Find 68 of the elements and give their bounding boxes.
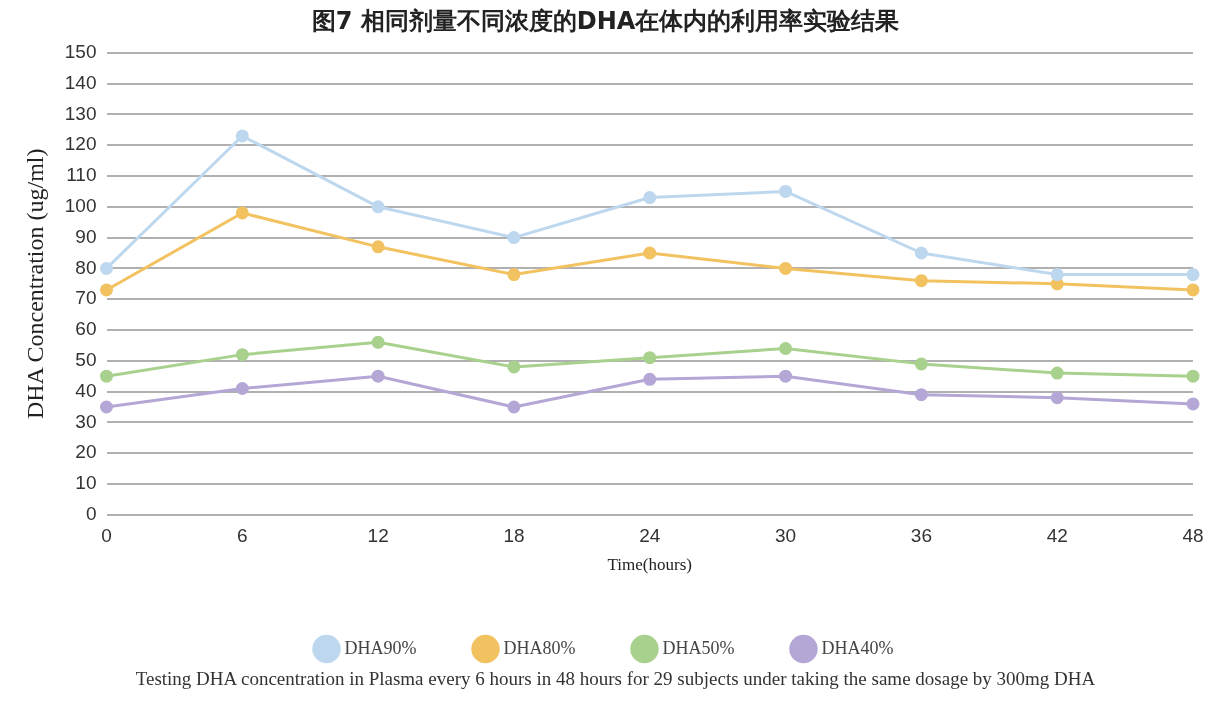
point [914,274,928,288]
point [507,231,521,245]
x-tick-label: 30 [774,525,797,547]
point [507,400,521,414]
y-tick-label: 100 [64,195,97,217]
point [779,184,793,198]
y-tick-label: 60 [75,318,97,340]
point [1186,268,1200,282]
y-tick-label: 0 [85,503,97,525]
point [914,357,928,371]
x-tick-label: 12 [367,525,389,547]
point [1186,283,1200,297]
point [1050,391,1064,405]
x-tick-label: 36 [910,525,932,547]
point [914,388,928,402]
point [643,246,657,260]
point [371,200,385,214]
point [1186,397,1200,411]
y-tick-label: 150 [64,41,97,63]
point [1186,369,1200,383]
y-tick-label: 40 [75,379,97,401]
y-tick-label: 140 [64,71,97,93]
point [779,261,793,275]
y-tick-label: 90 [75,225,97,247]
y-axis-title: DHA Concentration (ug/ml) [21,148,48,420]
x-tick-label: 42 [1046,525,1068,547]
point [1050,268,1064,282]
point [371,240,385,254]
point [100,283,113,297]
text: Testing DHA concentration in Plasma every 6 hours in 48 hours for 29 subjects under taking the same dosage by 300mg DHA [134,668,1097,690]
point [643,372,657,386]
point [779,369,793,383]
y-tick-label: 50 [75,349,97,371]
chart-title: 图7 相同剂量不同浓度的DHA在体内的利用率实验结果 [311,6,900,35]
point [371,335,385,349]
point [371,369,385,383]
x-tick-label: 6 [237,525,248,547]
x-axis-title: Time(hours) [607,555,692,575]
point [914,246,928,260]
point [100,400,113,414]
y-tick-label: 30 [75,410,97,432]
y-tick-label: 20 [75,441,97,463]
point [235,382,249,396]
point [235,206,249,220]
x-tick-label: 48 [1182,525,1204,547]
point [235,348,249,362]
x-tick-label: 0 [101,525,112,547]
point [507,360,521,374]
legend-label: DHA80% [503,637,576,658]
point [100,261,113,275]
point [643,191,657,205]
x-tick-label: 18 [503,525,525,547]
legend-label: DHA40% [821,637,894,658]
y-tick-label: 120 [64,133,97,155]
y-tick-label: 110 [66,164,97,186]
x-tick-label: 24 [639,525,661,547]
point [1050,366,1064,380]
point [643,351,657,365]
y-tick-label: 70 [75,287,97,309]
y-tick-label: 80 [75,256,97,278]
point [100,369,113,383]
point [235,129,249,143]
legend-label: DHA50% [662,637,735,658]
y-tick-label: 130 [64,102,97,124]
y-tick-label: 10 [75,472,97,494]
point [507,268,521,282]
point [779,341,793,355]
legend-label: DHA90% [344,637,417,658]
